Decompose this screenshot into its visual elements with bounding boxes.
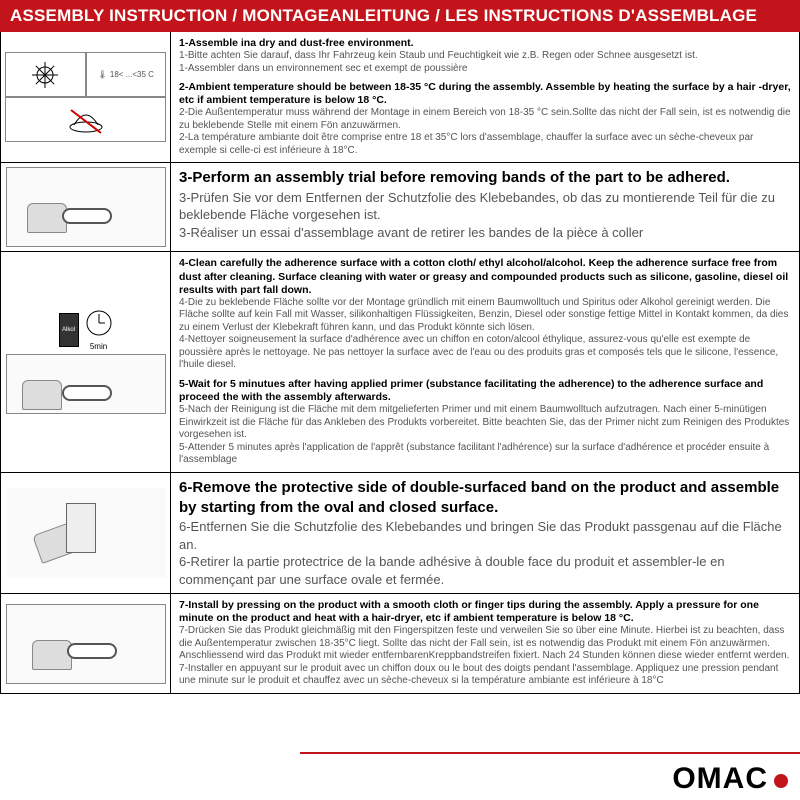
step-line: 7-Installer en appuyant sur le produit a… [179,663,791,688]
step-line: 3-Prüfen Sie vor dem Entfernen der Schut… [179,189,791,224]
step-line: 6-Retirer la partie protectrice de la ba… [179,553,791,588]
step-illustration: 🌡 18< ...<35 C [1,32,171,162]
step-text: 6-Remove the protective side of double-s… [171,473,799,594]
step-text: 3-Perform an assembly trial before remov… [171,163,799,251]
step-line: 5-Wait for 5 minutues after having appli… [179,378,791,404]
step-line: 3-Perform an assembly trial before remov… [179,168,791,188]
brand-logo: OMAC [672,762,788,796]
step-text: 7-Install by pressing on the product wit… [171,594,799,693]
step-text: 1-Assemble ina dry and dust-free environ… [171,32,799,162]
instruction-table: 🌡 18< ...<35 C 1-Assemble ina dry and du… [0,32,800,694]
step-line: 4-Die zu beklebende Fläche sollte vor de… [179,297,791,335]
brand-dot-icon [774,774,788,788]
step-line: 2-Ambient temperature should be between … [179,81,791,107]
step-illustration [1,163,171,251]
step-line: 3-Réaliser un essai d'assemblage avant d… [179,224,791,242]
step-line: 5-Nach der Reinigung ist die Fläche mit … [179,404,791,442]
brand-text: OMAC [672,762,768,796]
step-text: 4-Clean carefully the adherence surface … [171,252,799,471]
step-illustration [1,594,171,693]
step-line: 7-Install by pressing on the product wit… [179,599,791,625]
step-line: 2-La température ambiante doit être comp… [179,132,791,157]
instruction-row: 7-Install by pressing on the product wit… [1,594,799,693]
step-line: 7-Drücken Sie das Produkt gleichmäßig mi… [179,625,791,663]
step-line: 1-Bitte achten Sie darauf, dass Ihr Fahr… [179,50,791,63]
step-line: 6-Remove the protective side of double-s… [179,478,791,519]
step-line: 1-Assemble ina dry and dust-free environ… [179,37,791,50]
step-illustration [1,473,171,594]
step-line: 5-Attender 5 minutes après l'application… [179,442,791,467]
instruction-row: 3-Perform an assembly trial before remov… [1,163,799,252]
step-line: 2-Die Außentemperatur muss während der M… [179,107,791,132]
step-illustration: Alkol 5min [1,252,171,471]
step-line: 4-Nettoyer soigneusement la surface d'ad… [179,334,791,372]
page-title: ASSEMBLY INSTRUCTION / MONTAGEANLEITUNG … [0,0,800,32]
step-line: 1-Assembler dans un environnement sec et… [179,63,791,76]
step-line: 4-Clean carefully the adherence surface … [179,257,791,296]
instruction-row: 6-Remove the protective side of double-s… [1,473,799,595]
step-line: 6-Entfernen Sie die Schutzfolie des Kleb… [179,518,791,553]
instruction-row: 🌡 18< ...<35 C 1-Assemble ina dry and du… [1,32,799,163]
footer-divider [300,752,800,754]
instruction-row: Alkol 5min 4-Clean carefully the adheren… [1,252,799,472]
